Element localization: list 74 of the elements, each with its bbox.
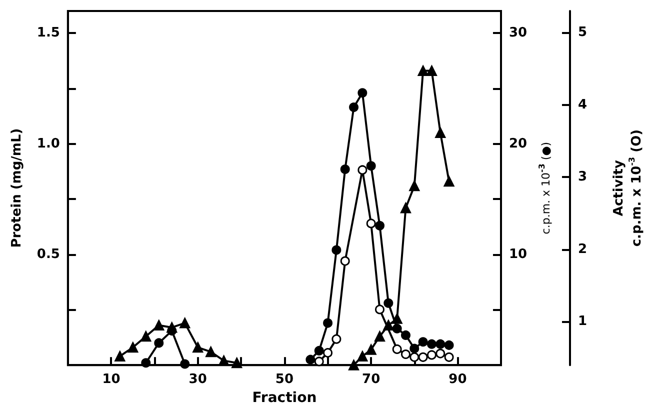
y3-tick-label: 5 [578, 25, 588, 40]
point [366, 344, 376, 355]
point [436, 339, 446, 349]
point [410, 344, 420, 354]
point [332, 245, 342, 255]
point [180, 359, 190, 369]
point [418, 352, 428, 362]
x-axis-title: Fraction [252, 390, 317, 406]
point [349, 102, 359, 112]
point [400, 202, 411, 214]
y-tick-label: 0.5 [36, 246, 60, 262]
point [444, 352, 454, 362]
point [444, 340, 454, 350]
point [340, 256, 350, 266]
point [392, 313, 402, 324]
point [400, 330, 410, 340]
point [358, 88, 368, 98]
point [306, 354, 316, 364]
point [418, 337, 428, 347]
point [410, 352, 420, 362]
point [128, 342, 138, 353]
point [314, 346, 324, 356]
point [192, 342, 204, 353]
point [383, 320, 394, 331]
point [232, 358, 242, 368]
point [366, 218, 376, 228]
point [180, 318, 190, 328]
point [384, 298, 394, 308]
point [141, 358, 151, 368]
y-axis-title: Protein (mg/mL) [10, 128, 24, 248]
y3-tick-label: 1 [578, 314, 588, 330]
point [167, 326, 177, 336]
text: 1.0 [36, 136, 60, 152]
point [314, 356, 324, 366]
point [357, 350, 368, 362]
point [323, 318, 333, 328]
point [374, 331, 385, 342]
y3-tick-label: 2 [578, 242, 588, 257]
point [206, 346, 216, 358]
point [366, 161, 376, 171]
point [375, 304, 384, 314]
x-tick-label: 90 [448, 372, 467, 388]
point [400, 350, 410, 360]
y3-tick-label: 3 [578, 170, 588, 185]
point [409, 180, 420, 192]
y3-tick-label: 4 [578, 97, 588, 112]
point [140, 331, 152, 342]
point [435, 127, 446, 138]
point [426, 350, 436, 360]
y2-tick-label: 30 [509, 26, 528, 41]
x-tick-label: 70 [362, 372, 380, 388]
point [436, 348, 446, 358]
x-tick-label: 10 [102, 372, 120, 388]
point [114, 350, 126, 362]
y2-tick-label: 20 [509, 136, 528, 152]
point [392, 324, 402, 334]
point [426, 339, 436, 349]
y2-axis-title: c.p.m. x 10-3 (●) [537, 142, 552, 234]
point [418, 66, 428, 76]
point [323, 348, 333, 358]
point [154, 338, 164, 348]
y-tick-label: 1.5 [36, 26, 60, 41]
point [332, 334, 342, 344]
point [426, 66, 437, 76]
point [154, 320, 164, 331]
x-tick-label: 30 [188, 372, 207, 388]
point [340, 164, 350, 174]
point [444, 176, 454, 187]
point [375, 220, 384, 230]
y2-tick-label: 10 [509, 246, 528, 262]
point [348, 360, 360, 370]
point [392, 344, 402, 354]
x-tick-label: 50 [275, 372, 294, 388]
point [358, 165, 368, 175]
